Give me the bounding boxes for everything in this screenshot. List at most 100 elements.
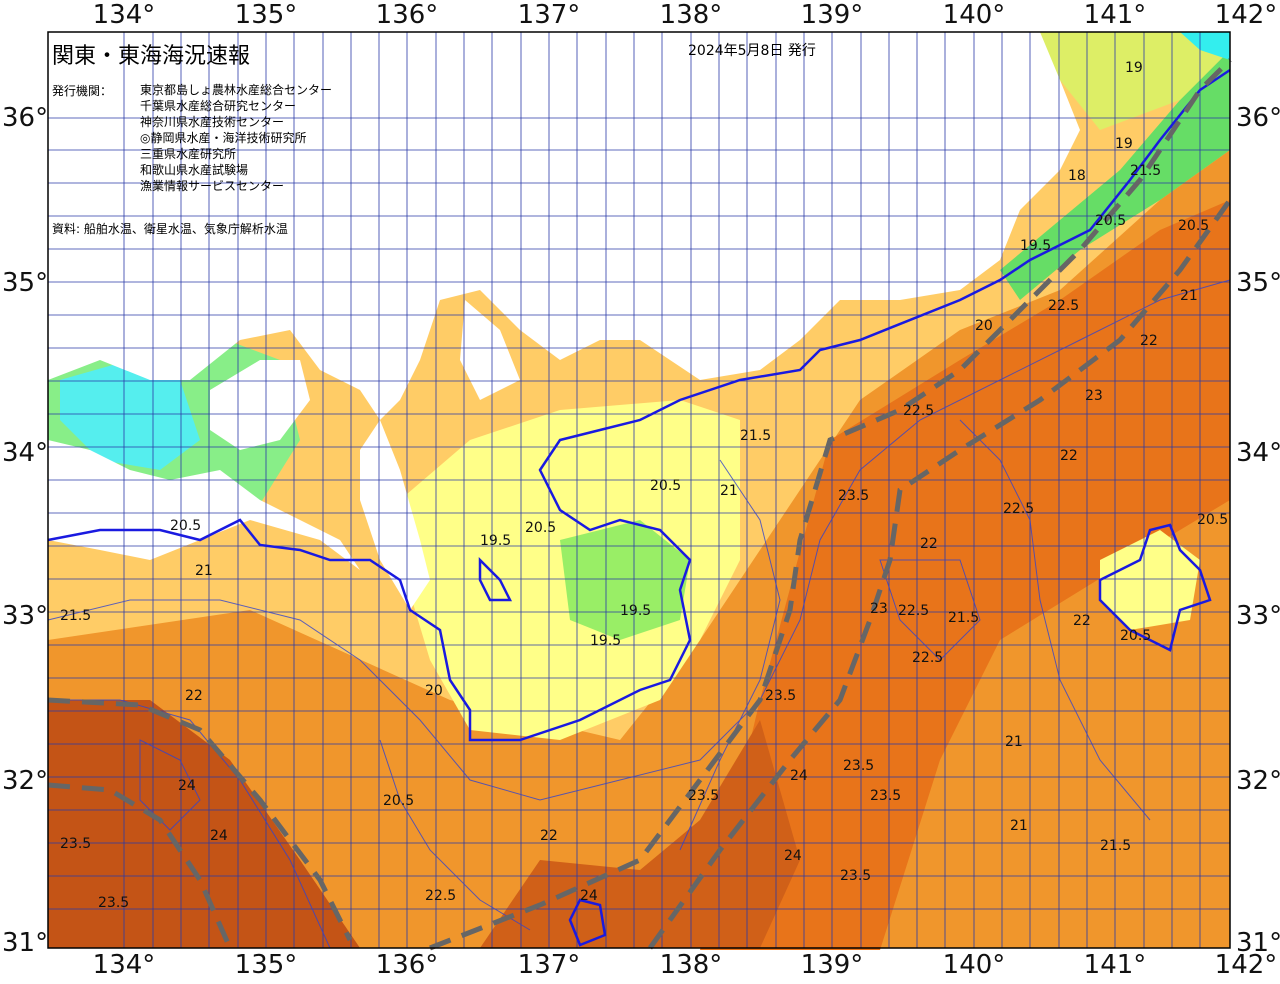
contour-label: 21.5 xyxy=(1130,163,1161,179)
lon-tick-top: 142° xyxy=(1214,0,1278,30)
lon-tick-bottom: 138° xyxy=(659,950,723,980)
contour-label: 22 xyxy=(1140,333,1158,349)
mild-band-northeast xyxy=(1030,32,1230,130)
contour-label: 20 xyxy=(975,318,993,334)
issuer-item: ◎静岡県水産・海洋技術研究所 xyxy=(140,131,307,145)
graticule xyxy=(48,32,1230,948)
land-honshu xyxy=(48,32,1080,420)
lat-tick-right: 34° xyxy=(1236,438,1280,468)
contour-label: 21.5 xyxy=(1100,838,1131,854)
contour-label: 21 xyxy=(1010,818,1028,834)
contour-label: 19.5 xyxy=(480,533,511,549)
mild-patch-east xyxy=(1100,530,1200,630)
data-sources: 資料: 船舶水温、衛星水温、気象庁解析水温 xyxy=(52,222,288,236)
lon-tick-top: 141° xyxy=(1083,0,1147,30)
lat-tick-left: 33° xyxy=(2,601,49,631)
contour-label: 20.5 xyxy=(170,518,201,534)
contour-label: 19.5 xyxy=(1020,238,1051,254)
contour-label: 21 xyxy=(195,563,213,579)
contour-label: 20.5 xyxy=(383,793,414,809)
lon-tick-top: 136° xyxy=(375,0,439,30)
contour-label: 18 xyxy=(1068,168,1086,184)
contour-label: 22 xyxy=(1060,448,1078,464)
contour-label: 23.5 xyxy=(60,836,91,852)
hottest-region-south xyxy=(480,720,800,948)
lon-tick-bottom: 137° xyxy=(517,950,581,980)
lon-tick-bottom: 142° xyxy=(1214,950,1278,980)
contour-label: 22.5 xyxy=(898,603,929,619)
contour-label: 23 xyxy=(870,601,888,617)
contour-label: 21.5 xyxy=(948,610,979,626)
land-ise xyxy=(460,300,520,400)
issuer-item: 和歌山県水産試験場 xyxy=(140,163,249,177)
contour-label: 20.5 xyxy=(650,478,681,494)
hottest-region-west xyxy=(48,700,360,948)
issuer-item: 東京都島しょ農林水産総合センター xyxy=(140,83,333,97)
contour-label: 24 xyxy=(784,848,802,864)
lon-tick-bottom: 136° xyxy=(375,950,439,980)
contour-label: 24 xyxy=(178,778,196,794)
lon-tick-bottom: 139° xyxy=(800,950,864,980)
contour-label: 21.5 xyxy=(60,608,91,624)
contour-label: 22.5 xyxy=(425,888,456,904)
lat-tick-left: 31° xyxy=(2,928,49,958)
issue-date: 2024年5月8日 発行 xyxy=(688,43,816,59)
contour-label: 23.5 xyxy=(98,895,129,911)
contour-label: 24 xyxy=(790,768,808,784)
contour-label: 22.5 xyxy=(1048,298,1079,314)
contour-label: 24 xyxy=(580,888,598,904)
contour-label: 20 xyxy=(425,683,443,699)
lon-tick-top: 135° xyxy=(234,0,298,30)
contour-label: 20.5 xyxy=(1197,512,1228,528)
contour-label: 23.5 xyxy=(765,688,796,704)
lat-tick-right: 36° xyxy=(1236,103,1280,133)
lon-tick-top: 139° xyxy=(800,0,864,30)
issuer-list: 東京都島しょ農林水産総合センター 千葉県水産総合研究センター 神奈川県水産技術セ… xyxy=(140,82,332,194)
kuroshio-axis xyxy=(47,58,1233,951)
contour-label: 22.5 xyxy=(903,403,934,419)
contour-label: 22 xyxy=(920,536,938,552)
issuer-item: 漁業情報サービスセンター xyxy=(140,179,285,193)
lat-tick-right: 33° xyxy=(1236,601,1280,631)
lon-tick-top: 134° xyxy=(92,0,156,30)
lon-tick-top: 138° xyxy=(659,0,723,30)
contour-label: 23.5 xyxy=(838,488,869,504)
lat-tick-left: 36° xyxy=(2,103,49,133)
contour-label: 20.5 xyxy=(1120,628,1151,644)
contour-label: 23 xyxy=(1085,388,1103,404)
contour-label: 19.5 xyxy=(590,633,621,649)
lon-tick-bottom: 140° xyxy=(942,950,1006,980)
contour-label: 21 xyxy=(1005,734,1023,750)
page-title: 関東・東海海況速報 xyxy=(52,44,251,69)
contour-label: 20.5 xyxy=(525,520,556,536)
land-kii xyxy=(360,420,430,610)
contour-label: 19.5 xyxy=(620,603,651,619)
contour-label: 23.5 xyxy=(870,788,901,804)
contour-label: 21.5 xyxy=(740,428,771,444)
lat-tick-left: 32° xyxy=(2,766,49,796)
lat-tick-left: 34° xyxy=(2,438,49,468)
contour-label: 23.5 xyxy=(843,758,874,774)
contour-label: 22.5 xyxy=(1003,501,1034,517)
cool-patch xyxy=(560,520,690,640)
contour-label: 20.5 xyxy=(1178,218,1209,234)
lon-tick-bottom: 135° xyxy=(234,950,298,980)
contour-label: 19 xyxy=(1125,60,1143,76)
cold-patch-northeast xyxy=(1180,32,1230,60)
land-shikoku xyxy=(48,440,360,570)
contour-label: 21 xyxy=(1180,288,1198,304)
contour-label: 23.5 xyxy=(688,788,719,804)
contour-label: 22 xyxy=(540,828,558,844)
lat-tick-left: 35° xyxy=(2,268,49,298)
contour-label: 22.5 xyxy=(912,650,943,666)
contour-label: 21 xyxy=(720,483,738,499)
cold-region-west xyxy=(60,360,200,470)
issuer-item: 神奈川県水産技術センター xyxy=(140,115,285,129)
contour-label: 22 xyxy=(185,688,203,704)
lon-tick-bottom: 134° xyxy=(92,950,156,980)
map-border xyxy=(47,31,1231,949)
lon-tick-bottom: 141° xyxy=(1083,950,1147,980)
land-awaji xyxy=(210,360,310,450)
